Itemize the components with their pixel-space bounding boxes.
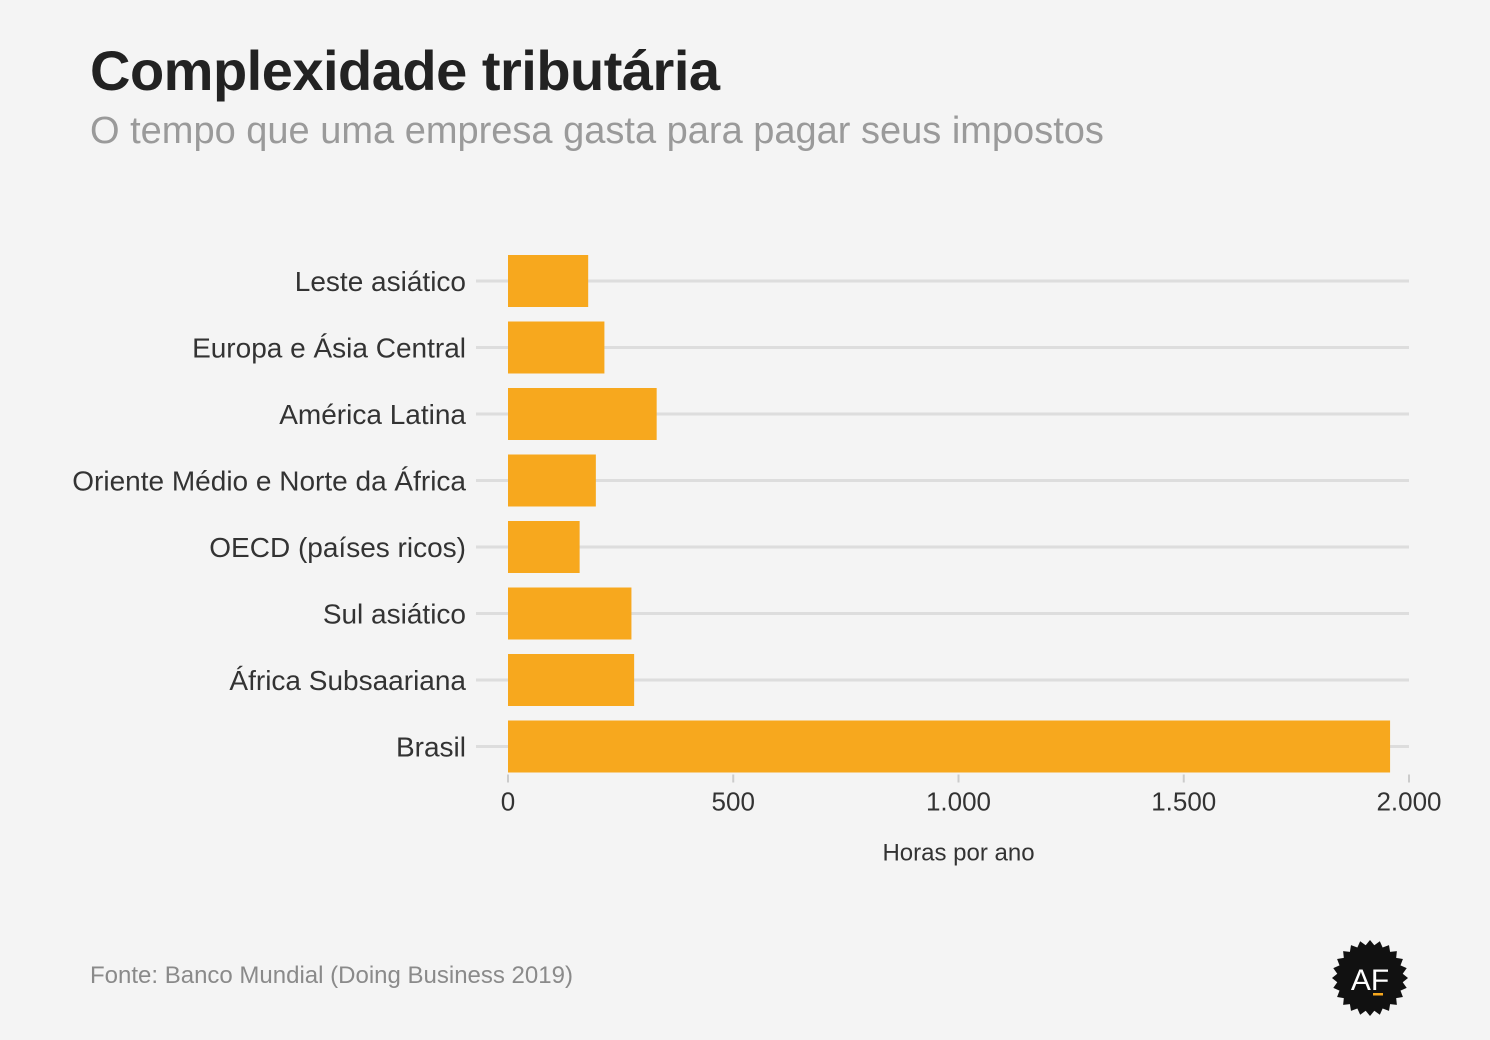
bar bbox=[508, 454, 596, 507]
bar bbox=[508, 388, 657, 440]
category-label: OECD (países ricos) bbox=[209, 532, 466, 563]
bar bbox=[508, 587, 632, 640]
category-label: Europa e Ásia Central bbox=[192, 333, 466, 364]
chart-subtitle: O tempo que uma empresa gasta para pagar… bbox=[90, 110, 1104, 152]
x-tick-label: 2.000 bbox=[1376, 787, 1441, 817]
x-tick-label: 1.500 bbox=[1151, 787, 1216, 817]
category-label: Sul asiático bbox=[323, 599, 466, 630]
category-label: América Latina bbox=[279, 399, 466, 430]
logo-accent-bar bbox=[1373, 993, 1383, 996]
category-label: Brasil bbox=[396, 732, 466, 763]
logo-badge-shape bbox=[1332, 940, 1408, 1016]
bar bbox=[508, 255, 589, 307]
category-label: Oriente Médio e Norte da África bbox=[72, 466, 466, 497]
x-axis-label: Horas por ano bbox=[882, 840, 1034, 867]
chart-title: Complexidade tributária bbox=[90, 39, 720, 102]
x-tick-label: 1.000 bbox=[926, 787, 991, 817]
bar-chart: 0 500 1.000 1.500 2.000 Horas por ano Leste as… bbox=[72, 255, 1442, 867]
bar bbox=[508, 654, 635, 706]
logo-text: AF bbox=[1351, 964, 1389, 997]
bar bbox=[508, 321, 605, 374]
x-tick-label: 0 bbox=[501, 787, 515, 817]
af-logo: AF bbox=[1332, 940, 1408, 1016]
x-tick-label: 500 bbox=[712, 787, 755, 817]
category-label: África Subsaariana bbox=[229, 665, 466, 696]
category-label: Leste asiático bbox=[295, 266, 466, 297]
bar bbox=[508, 521, 580, 573]
source-note: Fonte: Banco Mundial (Doing Business 201… bbox=[90, 962, 573, 989]
bar bbox=[508, 720, 1391, 773]
